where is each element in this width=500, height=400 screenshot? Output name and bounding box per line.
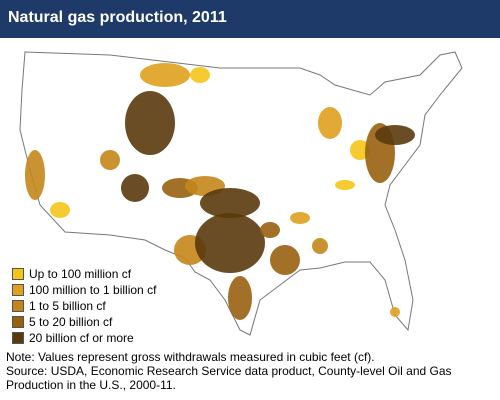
legend-swatch [12,268,24,280]
production-area [121,174,149,202]
legend-swatch [12,284,24,296]
production-area [270,245,300,275]
legend-label: 1 to 5 billion cf [29,299,106,313]
production-area [228,276,252,320]
production-area [25,150,45,200]
legend: Up to 100 million cf 100 million to 1 bil… [12,266,156,346]
legend-label: 20 billion cf or more [29,331,134,345]
legend-label: Up to 100 million cf [29,267,132,281]
legend-item: 1 to 5 billion cf [12,298,156,314]
title: Natural gas production, 2011 [8,9,227,26]
production-area [318,107,342,139]
production-area [335,180,355,190]
production-area [350,140,370,160]
production-area [50,202,70,218]
notes: Note: Values represent gross withdrawals… [6,350,496,392]
legend-item: Up to 100 million cf [12,266,156,282]
production-area [375,125,415,145]
source: Source: USDA, Economic Research Service … [6,364,452,392]
production-area [190,67,210,83]
note: Note: Values represent gross withdrawals… [6,350,375,364]
legend-item: 5 to 20 billion cf [12,314,156,330]
production-area [290,212,310,224]
production-area [140,63,190,87]
production-area [195,213,265,273]
legend-item: 100 million to 1 billion cf [12,282,156,298]
header: Natural gas production, 2011 [0,0,500,38]
map [19,51,463,336]
legend-swatch [12,316,24,328]
production-area [200,188,260,218]
production-area [100,150,120,170]
production-area [125,91,175,155]
production-area [312,238,328,254]
legend-item: 20 billion cf or more [12,330,156,346]
production-area [260,222,280,238]
legend-swatch [12,332,24,344]
legend-swatch [12,300,24,312]
production-area [390,307,400,317]
legend-label: 5 to 20 billion cf [29,315,113,329]
production-areas [25,63,415,320]
legend-label: 100 million to 1 billion cf [29,283,157,297]
